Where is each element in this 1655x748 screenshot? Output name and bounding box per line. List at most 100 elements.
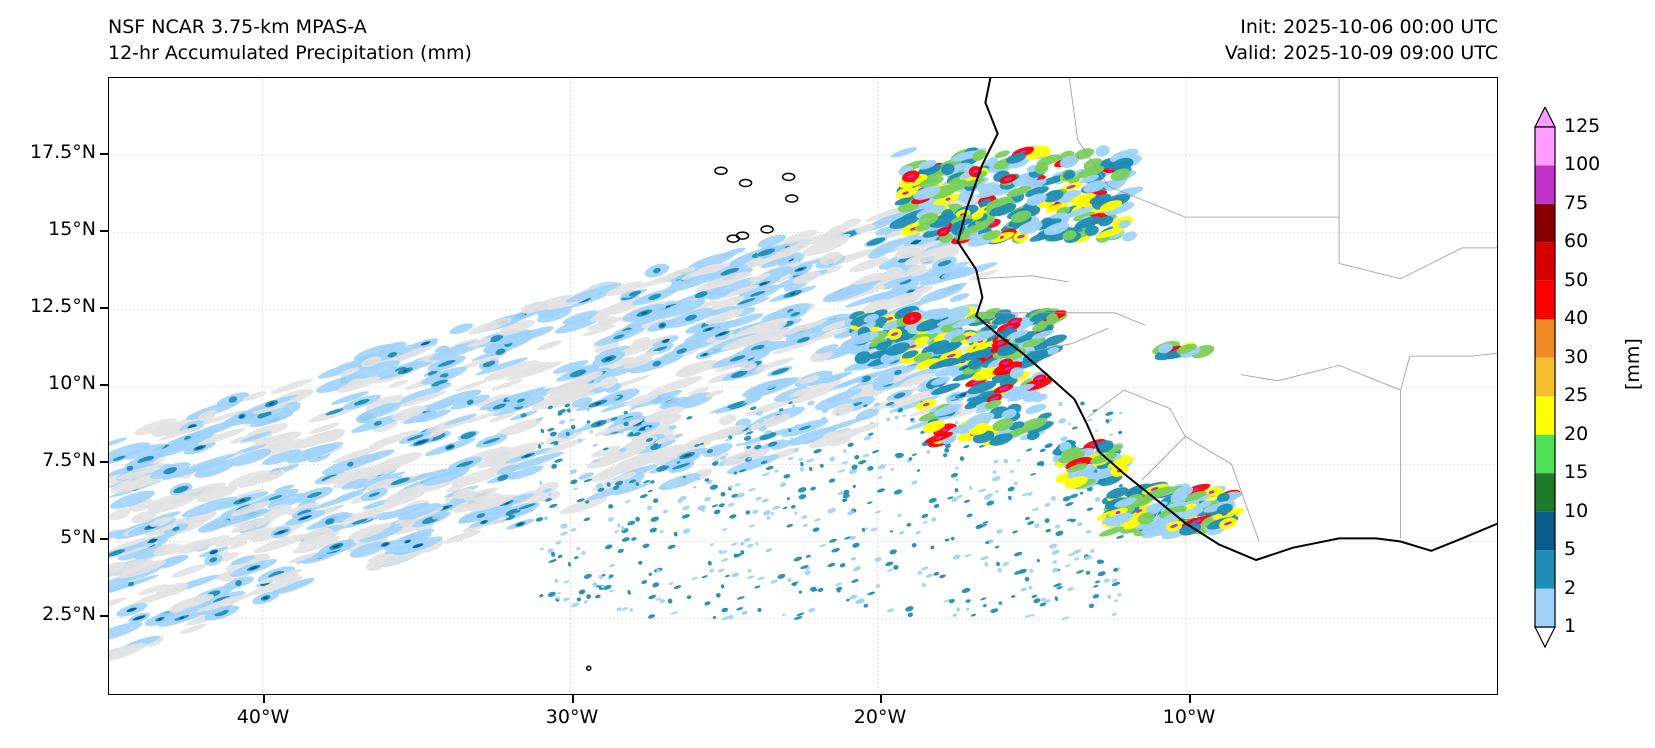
precip-cell (386, 485, 428, 501)
precip-cell (558, 420, 566, 425)
precip-cell (341, 510, 381, 527)
precip-cell (1064, 476, 1088, 489)
precip-cell (885, 561, 894, 567)
precip-cell (836, 586, 843, 591)
precip-cell (117, 547, 149, 561)
precip-cell (922, 521, 928, 524)
precip-cell (1010, 319, 1020, 324)
precip-cell (583, 478, 593, 483)
precip-cell (1090, 442, 1099, 447)
precip-cell (169, 465, 207, 479)
precip-cell (1122, 231, 1138, 242)
precip-cell (692, 485, 697, 489)
precip-cell (956, 607, 961, 612)
precip-cell (727, 297, 771, 312)
precip-cell (808, 607, 816, 613)
precip-cell (495, 348, 506, 356)
precip-cell (782, 506, 788, 510)
precip-cell (1180, 507, 1204, 519)
precip-cell (636, 273, 681, 289)
precip-cell (1059, 155, 1079, 168)
precip-cell (694, 291, 708, 299)
precip-cell (1051, 549, 1060, 555)
precip-cell (971, 211, 984, 220)
precip-cell (869, 365, 906, 378)
precip-cell (228, 396, 238, 403)
precip-cell (789, 382, 829, 398)
precip-cell (641, 311, 648, 315)
precip-cell (644, 406, 685, 423)
precip-cell (956, 494, 963, 499)
precip-cell (812, 527, 820, 532)
precip-cell (760, 460, 768, 465)
precip-cell (466, 399, 474, 405)
precip-cell (854, 454, 860, 460)
precip-cell (733, 572, 740, 577)
lat-tick-5: 5°N (60, 526, 96, 548)
lat-tick-2.5: 2.5°N (42, 603, 96, 625)
precip-cell (1043, 222, 1070, 236)
precip-cell (652, 413, 682, 428)
precip-cell (664, 305, 671, 309)
precip-cell (361, 356, 382, 368)
precip-cell (230, 555, 256, 565)
precip-cell (652, 360, 662, 367)
precip-cell (352, 518, 368, 525)
precip-cell (763, 510, 771, 516)
precip-cell (179, 616, 185, 620)
precip-cell (897, 513, 902, 518)
precip-cell (1109, 433, 1113, 436)
precip-cell (885, 402, 894, 406)
precip-cell (907, 174, 915, 179)
precip-cell (890, 467, 895, 471)
precip-cell (252, 398, 295, 414)
island-outline (781, 172, 796, 182)
precip-cell (621, 526, 625, 531)
precip-cell (733, 471, 738, 475)
precip-cell (696, 477, 701, 481)
precip-cell (332, 469, 382, 489)
precip-cell (771, 505, 781, 510)
precip-cell (427, 370, 438, 376)
precip-cell (966, 397, 987, 407)
precip-cell (600, 400, 634, 413)
precip-cell (431, 379, 448, 387)
precip-cell (878, 475, 883, 480)
precip-cell (802, 523, 808, 528)
precip-cell (935, 435, 943, 440)
precip-cell (253, 533, 308, 554)
precip-cell (635, 482, 639, 486)
precip-cell (451, 466, 508, 488)
precip-cell (659, 599, 666, 604)
precip-cell (1199, 500, 1212, 508)
precip-cell (1111, 612, 1117, 616)
precip-cell (538, 444, 542, 449)
precip-cell (649, 527, 657, 533)
colorbar-tick-label: 25 (1564, 384, 1589, 407)
precip-cell (161, 524, 178, 531)
precip-cell (932, 310, 951, 320)
precip-cell (862, 453, 870, 458)
precip-cell (391, 405, 428, 421)
precip-cell (863, 435, 872, 441)
precip-cell (543, 488, 552, 493)
precip-cell (1092, 409, 1098, 412)
precip-cell (173, 485, 189, 494)
precip-cell (729, 485, 733, 489)
precip-cell (1108, 418, 1113, 422)
precip-cell (507, 451, 564, 472)
precip-cell (809, 349, 833, 363)
precip-cell (989, 396, 1000, 401)
precip-cell (959, 456, 965, 461)
precip-cell (931, 383, 961, 395)
precip-cell (922, 420, 946, 433)
precip-cell (673, 585, 682, 590)
lat-tick-15: 15°N (48, 218, 96, 240)
precip-cell (686, 416, 693, 420)
precip-cell (761, 472, 770, 477)
precip-cell (747, 569, 752, 573)
precip-cell (757, 248, 776, 257)
precip-cell (497, 464, 520, 475)
precip-cell (893, 392, 906, 399)
precip-cell (1033, 598, 1041, 604)
